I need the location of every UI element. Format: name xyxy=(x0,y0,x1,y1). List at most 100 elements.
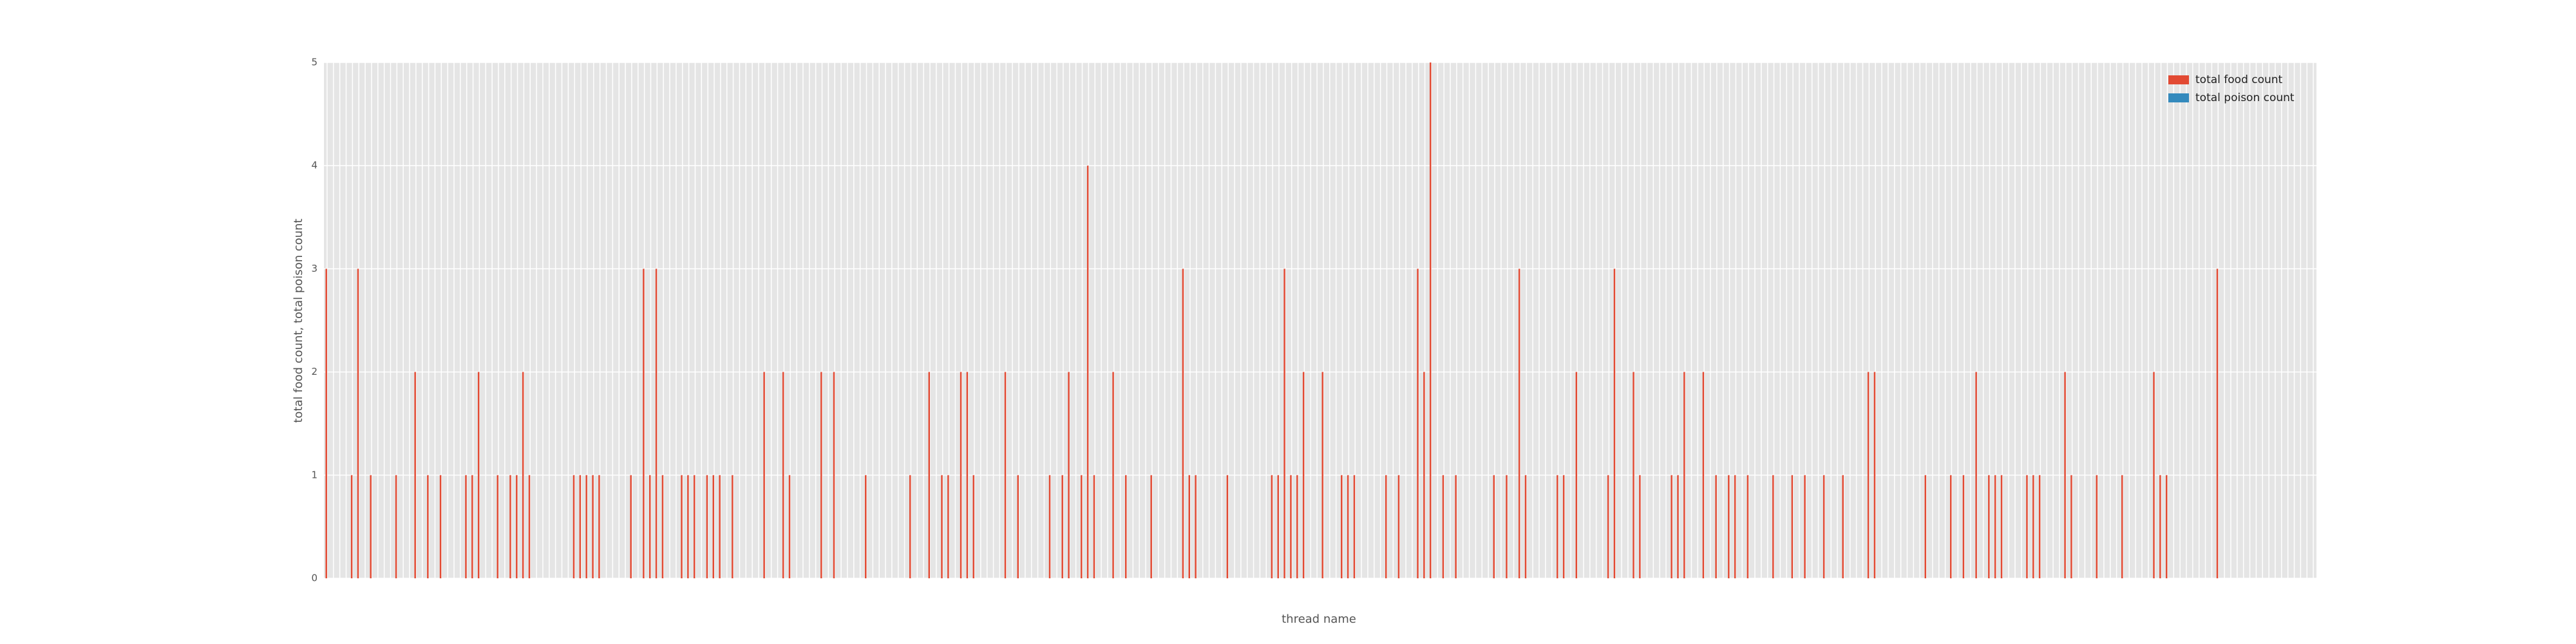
bar xyxy=(1347,475,1349,578)
plot-background xyxy=(324,62,2316,578)
bar xyxy=(1397,475,1400,578)
bar xyxy=(1004,372,1007,578)
bar xyxy=(1182,269,1184,578)
y-tick-label: 1 xyxy=(311,469,317,480)
bar xyxy=(1772,475,1774,578)
y-tick-label: 5 xyxy=(311,57,317,68)
y-tick-label: 2 xyxy=(311,366,317,377)
bar xyxy=(1975,372,1977,578)
bar xyxy=(1353,475,1356,578)
bar xyxy=(516,475,518,578)
bar xyxy=(1081,475,1083,578)
bar xyxy=(1562,475,1565,578)
bar xyxy=(585,475,587,578)
bar xyxy=(1068,372,1070,578)
bar xyxy=(1417,269,1419,578)
bar xyxy=(2000,475,2003,578)
bar xyxy=(1823,475,1825,578)
bar xyxy=(732,475,734,578)
bar xyxy=(1423,372,1425,578)
bar xyxy=(909,475,911,578)
bar xyxy=(2159,475,2161,578)
bar xyxy=(1715,475,1717,578)
bar xyxy=(1112,372,1114,578)
bar xyxy=(1429,62,1432,578)
bar xyxy=(465,475,467,578)
bar xyxy=(1924,475,1927,578)
bar xyxy=(1671,475,1672,578)
bar xyxy=(681,475,683,578)
bar xyxy=(1017,475,1019,578)
bar xyxy=(2038,475,2041,578)
bar xyxy=(2026,475,2028,578)
bar xyxy=(1442,475,1444,578)
bar xyxy=(2216,269,2219,578)
bar xyxy=(1271,475,1273,578)
bar xyxy=(643,269,645,578)
bar xyxy=(1321,372,1323,578)
bar xyxy=(1195,475,1197,578)
bar xyxy=(1575,372,1578,578)
bar xyxy=(966,372,969,578)
bar xyxy=(1988,475,1990,578)
bar xyxy=(522,372,524,578)
bar xyxy=(1226,475,1229,578)
bar xyxy=(1949,475,1952,578)
bar xyxy=(2121,475,2123,578)
bar xyxy=(972,475,974,578)
bar xyxy=(1385,475,1387,578)
bar xyxy=(706,475,708,578)
bar xyxy=(2064,372,2066,578)
legend-label: total poison count xyxy=(2195,91,2295,104)
bar xyxy=(439,475,442,578)
bar xyxy=(833,372,835,578)
bar xyxy=(1506,475,1508,578)
bar xyxy=(598,475,600,578)
y-tick-label: 4 xyxy=(311,160,317,171)
bar xyxy=(497,475,498,578)
bar xyxy=(1061,475,1063,578)
bar xyxy=(865,475,867,578)
legend-swatch xyxy=(2168,75,2189,84)
bar xyxy=(350,475,353,578)
bar xyxy=(1677,475,1679,578)
bar xyxy=(1962,475,1965,578)
bar xyxy=(782,372,784,578)
bar xyxy=(325,269,327,578)
bar xyxy=(1873,372,1876,578)
bar xyxy=(1639,475,1641,578)
bar xyxy=(1734,475,1736,578)
bar xyxy=(1867,372,1870,578)
bar xyxy=(2096,475,2098,578)
bar xyxy=(509,475,511,578)
bar xyxy=(528,475,531,578)
bar xyxy=(1048,475,1051,578)
bar xyxy=(592,475,594,578)
bar xyxy=(2070,475,2072,578)
bar xyxy=(427,475,429,578)
bar xyxy=(630,475,632,578)
bar xyxy=(763,372,765,578)
bar xyxy=(1188,475,1191,578)
bar xyxy=(1557,475,1558,578)
bar xyxy=(655,269,658,578)
bar xyxy=(1086,166,1089,578)
bar xyxy=(941,475,943,578)
bar xyxy=(1524,475,1527,578)
bar xyxy=(661,475,664,578)
bar xyxy=(1791,475,1794,578)
y-tick-label: 3 xyxy=(311,263,317,274)
bar xyxy=(1607,475,1609,578)
bar xyxy=(960,372,962,578)
bar xyxy=(1633,372,1634,578)
bar xyxy=(1702,372,1705,578)
bar xyxy=(573,475,575,578)
bar xyxy=(1093,475,1095,578)
bar xyxy=(414,372,416,578)
bar xyxy=(357,269,359,578)
bar xyxy=(1804,475,1806,578)
bar xyxy=(1150,475,1152,578)
bar xyxy=(693,475,696,578)
bar xyxy=(712,475,714,578)
